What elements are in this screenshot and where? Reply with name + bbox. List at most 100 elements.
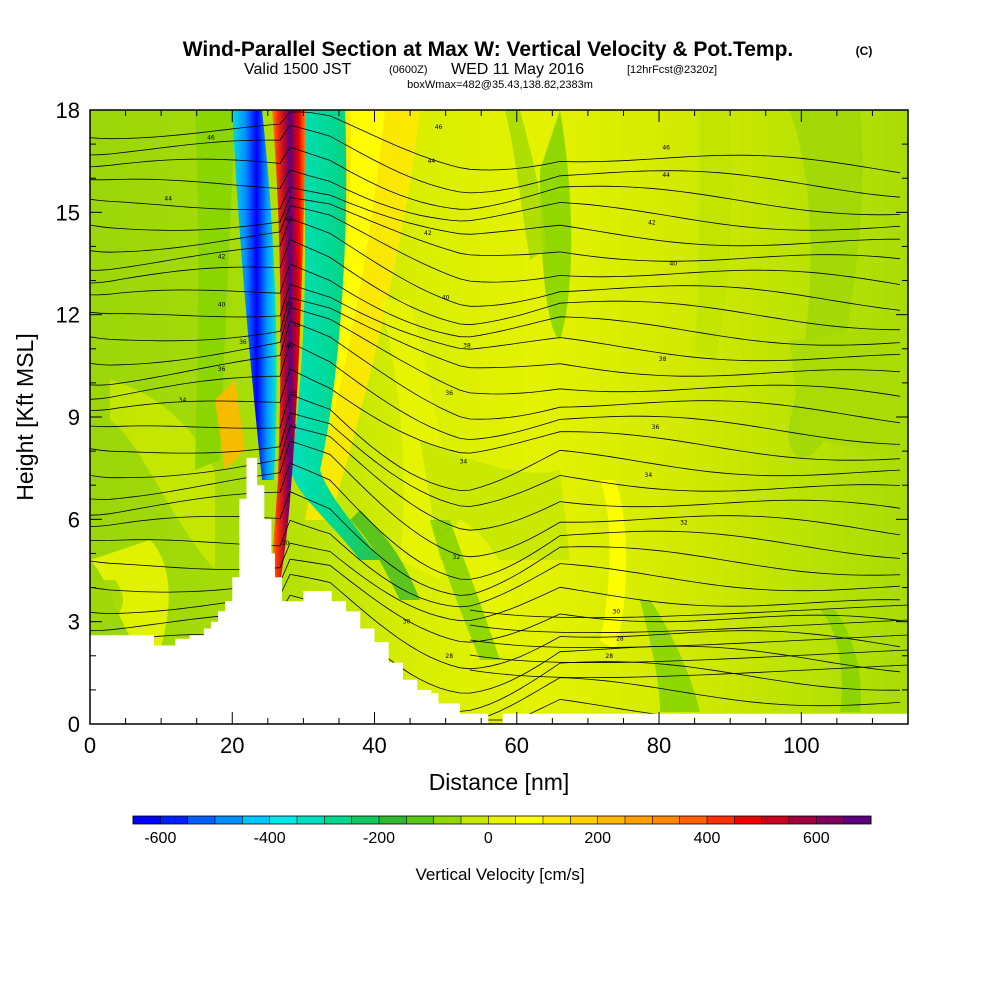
downdraft-core: [232, 110, 277, 480]
colorbar-swatch: [789, 816, 817, 824]
theta-contour-label: 42: [648, 220, 656, 227]
theta-contour-label: 44: [164, 196, 172, 203]
theta-contour-line: [90, 186, 900, 247]
velocity-patch: [90, 580, 123, 630]
colorbar-swatch: [379, 816, 407, 824]
theta-contour-label: 40: [218, 301, 226, 308]
colorbar-swatch: [433, 816, 462, 824]
colorbar-swatch: [625, 816, 653, 824]
y-tick-label: 9: [68, 405, 80, 430]
y-axis-label: Height [Kft MSL]: [12, 333, 38, 500]
colorbar-swatch: [242, 816, 271, 824]
theta-contour-label: 36: [652, 424, 660, 431]
theta-contour-label: 42: [424, 230, 432, 237]
velocity-patch: [350, 510, 420, 600]
theta-contour-line: [469, 619, 908, 634]
valid-time: Valid 1500 JST: [244, 61, 352, 78]
theta-contour-label: 40: [285, 342, 293, 349]
theta-contour-label: 32: [680, 520, 688, 527]
valid-utc: (0600Z): [389, 64, 428, 76]
velocity-field-patches: [90, 110, 908, 712]
y-tick-label: 15: [56, 200, 80, 225]
y-tick-label: 12: [56, 303, 80, 328]
theta-contour-label: 28: [605, 653, 613, 660]
colorbar-swatch: [324, 816, 353, 824]
theta-contour-label: 42: [285, 216, 293, 223]
theta-contour-label: 44: [662, 172, 670, 179]
theta-contour-label: 46: [207, 134, 215, 141]
theta-contour-line: [90, 196, 901, 262]
theta-contour-line: [90, 542, 901, 622]
velocity-patch: [380, 300, 449, 580]
theta-contour-line: [469, 649, 908, 664]
x-tick-label: 40: [362, 733, 386, 758]
colorbar-swatch: [215, 816, 243, 824]
x-tick-label: 60: [505, 733, 529, 758]
theta-contour-line: [90, 239, 900, 331]
theta-contour-line: [90, 341, 901, 445]
colorbar-swatch: [570, 816, 599, 824]
theta-contour-label: 30: [282, 540, 290, 547]
theta-contour-label: 38: [463, 342, 471, 349]
terrain-mask: [90, 457, 908, 724]
velocity-patch: [215, 380, 245, 470]
forecast-label: [12hrFcst@2320z]: [627, 64, 717, 76]
colorbar-swatch: [351, 816, 380, 824]
theta-contour-label: 36: [239, 339, 247, 346]
plot-area: 46 44 42 40 36 34 36 42 42 38 40 36 34 30 46 44 42 40 38 36…: [90, 110, 908, 724]
colorbar-tick-label: -400: [254, 830, 286, 847]
colorbar-label: Vertical Velocity [cm/s]: [415, 865, 584, 884]
theta-contour-label: 30: [613, 608, 621, 615]
theta-contour-label: 40: [669, 261, 677, 268]
x-tick-label: 100: [783, 733, 820, 758]
theta-contour-label: 34: [289, 424, 297, 431]
theta-contour-label: 28: [616, 636, 624, 643]
colorbar-tick-labels: -600 -400 -200 0 200 400 600: [144, 830, 829, 847]
theta-contour-label: 40: [442, 295, 450, 302]
theta-contour-label: 32: [453, 554, 461, 561]
theta-contour-line: [90, 573, 901, 670]
theta-contour-label: 34: [179, 397, 187, 404]
colorbar-swatch: [515, 816, 544, 824]
colorbar-tick-label: 600: [803, 830, 830, 847]
colorbar-swatch: [488, 816, 517, 824]
theta-contour-line: [90, 393, 901, 491]
theta-contour-line: [90, 491, 901, 596]
theta-contour-line: [90, 462, 901, 580]
theta-contour-line: [90, 297, 901, 377]
theta-contour-line: [90, 412, 901, 507]
colorbar-swatch: [269, 816, 298, 824]
theta-contour-line: [90, 169, 901, 231]
y-tick-labels: 0 3 6 9 12 15 18: [56, 98, 80, 737]
colorbar-swatch: [816, 816, 845, 824]
colorbar-swatch: [761, 816, 790, 824]
valid-time-line: Valid 1500 JST (0600Z) WED 11 May 2016 […: [244, 61, 717, 78]
theta-contour-line: [90, 425, 901, 531]
colorbar-swatch: [543, 816, 571, 824]
theta-contour-line: [90, 146, 901, 216]
velocity-patch: [790, 327, 908, 450]
x-tick-label: 0: [84, 733, 96, 758]
colorbar-swatch: [133, 816, 161, 824]
theta-contour-label: 36: [218, 366, 226, 373]
colorbar-tick-label: 0: [484, 830, 493, 847]
theta-contour-label: 46: [662, 145, 670, 152]
colorbar-swatch: [406, 816, 435, 824]
colorbar-swatch: [297, 816, 325, 824]
x-tick-label: 80: [647, 733, 671, 758]
theta-contour-line: [469, 664, 908, 679]
valid-date: WED 11 May 2016: [451, 61, 584, 78]
theta-contour-line: [90, 283, 901, 362]
theta-contour-line: [90, 205, 901, 285]
velocity-patch: [305, 110, 420, 520]
velocity-patch: [430, 520, 500, 660]
theta-contour-label: 38: [292, 322, 300, 329]
y-tick-label: 0: [68, 712, 80, 737]
chart-title: Wind-Parallel Section at Max W: Vertical…: [183, 38, 794, 61]
theta-contour-line: [469, 634, 908, 649]
theta-contour-labels: 46 44 42 40 36 34 36 42 42 38 40 36 34 30 46 44 42 40 38 36…: [164, 124, 688, 660]
theta-contour-line: [90, 124, 901, 198]
theta-contour-label: 44: [428, 158, 436, 165]
downdraft-wake: [290, 110, 380, 560]
